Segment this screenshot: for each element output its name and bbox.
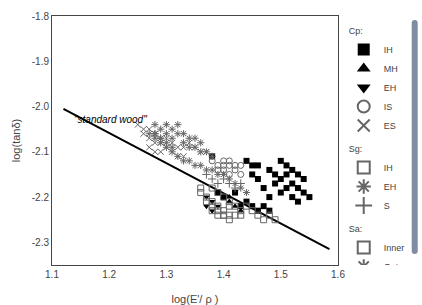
svg-text:-2.2: -2.2: [32, 192, 50, 203]
svg-text:1.3: 1.3: [159, 269, 173, 280]
svg-text:Cp:: Cp:: [349, 26, 363, 36]
svg-text:MH: MH: [384, 64, 398, 74]
svg-text:1.4: 1.4: [217, 269, 231, 280]
svg-text:-2.0: -2.0: [32, 101, 50, 112]
svg-text:S: S: [384, 201, 390, 211]
svg-text:1.6: 1.6: [331, 269, 345, 280]
svg-text:Sg:: Sg:: [349, 144, 363, 154]
svg-text:IH: IH: [384, 163, 393, 173]
svg-text:1.2: 1.2: [102, 269, 116, 280]
svg-text:Outer: Outer: [384, 262, 407, 265]
svg-text:ES: ES: [384, 121, 396, 131]
svg-text:-1.9: -1.9: [32, 56, 50, 67]
svg-text:IH: IH: [384, 45, 393, 55]
svg-text:Inner: Inner: [384, 243, 405, 253]
svg-text:IS: IS: [384, 102, 393, 112]
svg-text:log(tanδ): log(tanδ): [10, 119, 22, 162]
svg-text:Sa:: Sa:: [349, 224, 363, 234]
svg-text:-1.8: -1.8: [32, 11, 50, 22]
svg-text:log(E'/ ρ ): log(E'/ ρ ): [172, 293, 219, 305]
svg-text:"standard wood": "standard wood": [74, 114, 147, 125]
svg-text:1.1: 1.1: [45, 269, 59, 280]
svg-text:-2.3: -2.3: [32, 237, 50, 248]
svg-text:EH: EH: [384, 182, 397, 192]
svg-text:1.5: 1.5: [274, 269, 288, 280]
svg-text:EH: EH: [384, 83, 397, 93]
svg-text:-2.1: -2.1: [32, 146, 50, 157]
